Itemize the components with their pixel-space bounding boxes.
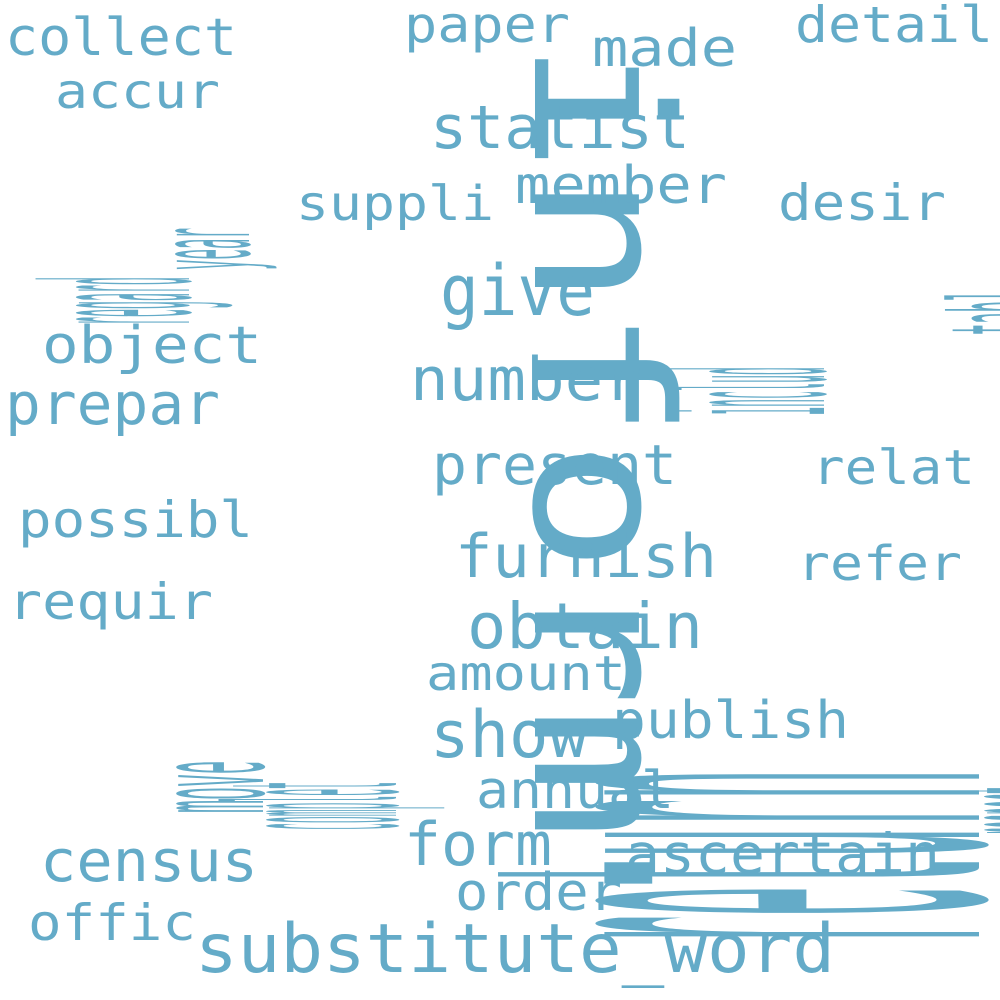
word-detail: detail <box>795 0 993 54</box>
word-show: show <box>430 698 588 773</box>
word-includ: includ <box>635 367 873 415</box>
word-furnish: furnish <box>455 522 717 592</box>
word-year: year <box>127 228 281 270</box>
word-ascertain: ascertain <box>625 822 940 886</box>
word-present: present <box>432 433 677 497</box>
word-prepar: prepar <box>5 370 220 438</box>
word-desir: desir <box>778 174 946 232</box>
word-give: give <box>440 250 595 332</box>
word-obtain: obtain <box>467 590 703 663</box>
word-statist: statist <box>430 93 690 163</box>
word-tabl: tabl <box>924 290 1000 335</box>
word-amount: amount <box>426 646 626 702</box>
word-collect: collect <box>5 8 237 68</box>
word-relat: relat <box>812 440 975 496</box>
word-move: move <box>119 761 300 813</box>
word-order: order <box>455 863 622 923</box>
word-substitute-word: substitute_word <box>195 910 835 989</box>
word-paper: paper <box>404 0 570 54</box>
word-census: census <box>40 827 258 895</box>
word-made: made <box>592 19 737 79</box>
word-number: number <box>410 345 642 415</box>
word-form: form <box>404 810 552 880</box>
word-object: object <box>42 316 262 376</box>
word-requir: requir <box>8 573 213 631</box>
word-offic: offic <box>28 894 196 952</box>
word-annual: annual <box>476 761 674 821</box>
word-publish: publish <box>612 691 849 751</box>
word-refer: refer <box>797 536 962 592</box>
word-accur: accur <box>55 64 220 120</box>
word-suppli: suppli <box>296 176 494 232</box>
word-possibl: possibl <box>18 491 253 549</box>
word-member: member <box>515 156 727 216</box>
